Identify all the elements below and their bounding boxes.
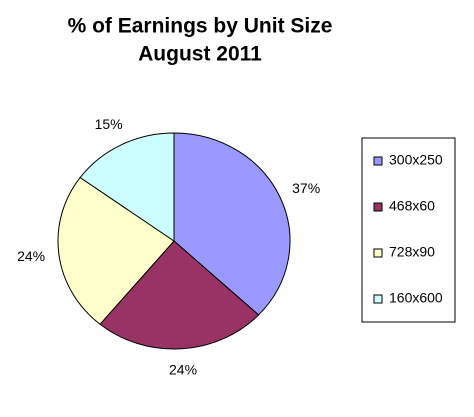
legend-swatch (373, 294, 383, 304)
chart-subtitle: August 2011 (138, 43, 262, 66)
data-label: 24% (17, 248, 45, 264)
legend-swatch (373, 248, 383, 258)
data-label: 15% (95, 116, 123, 132)
legend-label: 300x250 (389, 152, 443, 168)
data-label: 24% (169, 361, 197, 377)
legend-label: 468x60 (389, 198, 435, 214)
pie-slice (57, 176, 175, 325)
pie-slice (99, 240, 260, 350)
data-label: 37% (292, 180, 320, 196)
legend-box (361, 137, 456, 323)
chart-title: % of Earnings by Unit Size (68, 15, 333, 38)
pie-slice (79, 132, 175, 242)
legend-label: 160x600 (389, 290, 443, 306)
legend-swatch (373, 156, 383, 166)
legend-swatch (373, 202, 383, 212)
legend-label: 728x90 (389, 244, 435, 260)
pie-slice (173, 132, 291, 316)
